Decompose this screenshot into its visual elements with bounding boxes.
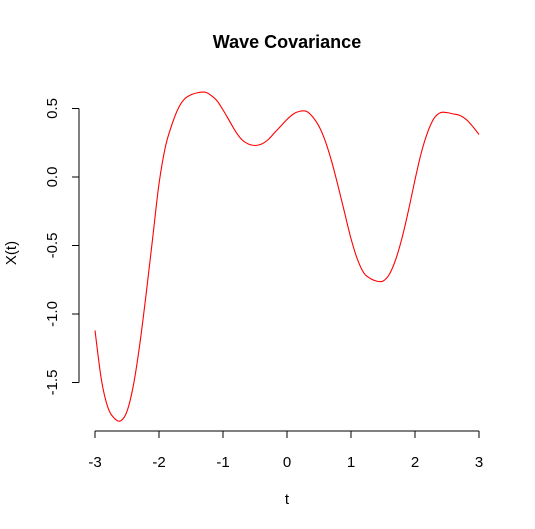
series-layer xyxy=(94,91,480,422)
x-tick-label: 1 xyxy=(347,454,355,471)
y-axis: -1.5 -1.0 -0.5 0.0 0.5 xyxy=(44,98,80,396)
x-tick-label: -3 xyxy=(88,454,101,471)
x-axis: -3 -2 -1 0 1 2 3 xyxy=(88,430,483,471)
y-tick-label: -1.5 xyxy=(44,370,61,396)
chart-title: Wave Covariance xyxy=(213,32,361,52)
x-tick-label: 0 xyxy=(283,454,291,471)
x-tick-label: -1 xyxy=(216,454,229,471)
x-tick-label: 3 xyxy=(475,454,483,471)
y-tick-label: -1.0 xyxy=(44,301,61,327)
y-tick-label: -0.5 xyxy=(44,233,61,259)
x-axis-label: t xyxy=(285,491,290,508)
y-axis-label: X(t) xyxy=(3,241,20,265)
y-tick-label: 0.0 xyxy=(44,167,61,188)
x-tick-label: -2 xyxy=(152,454,165,471)
x-tick-label: 2 xyxy=(411,454,419,471)
y-tick-label: 0.5 xyxy=(44,98,61,119)
series-line-0 xyxy=(94,91,480,422)
